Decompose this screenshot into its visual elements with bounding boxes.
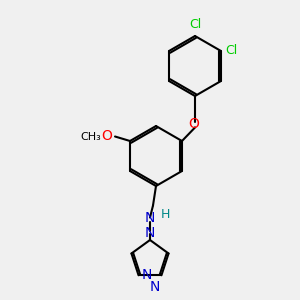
Text: N: N [150, 280, 160, 294]
Text: Cl: Cl [226, 44, 238, 58]
Text: H: H [160, 208, 170, 221]
Text: O: O [101, 130, 112, 143]
Text: N: N [142, 268, 152, 282]
Text: N: N [145, 226, 155, 240]
Text: O: O [188, 118, 199, 131]
Text: N: N [145, 211, 155, 224]
Text: CH₃: CH₃ [81, 131, 101, 142]
Text: Cl: Cl [189, 19, 201, 32]
